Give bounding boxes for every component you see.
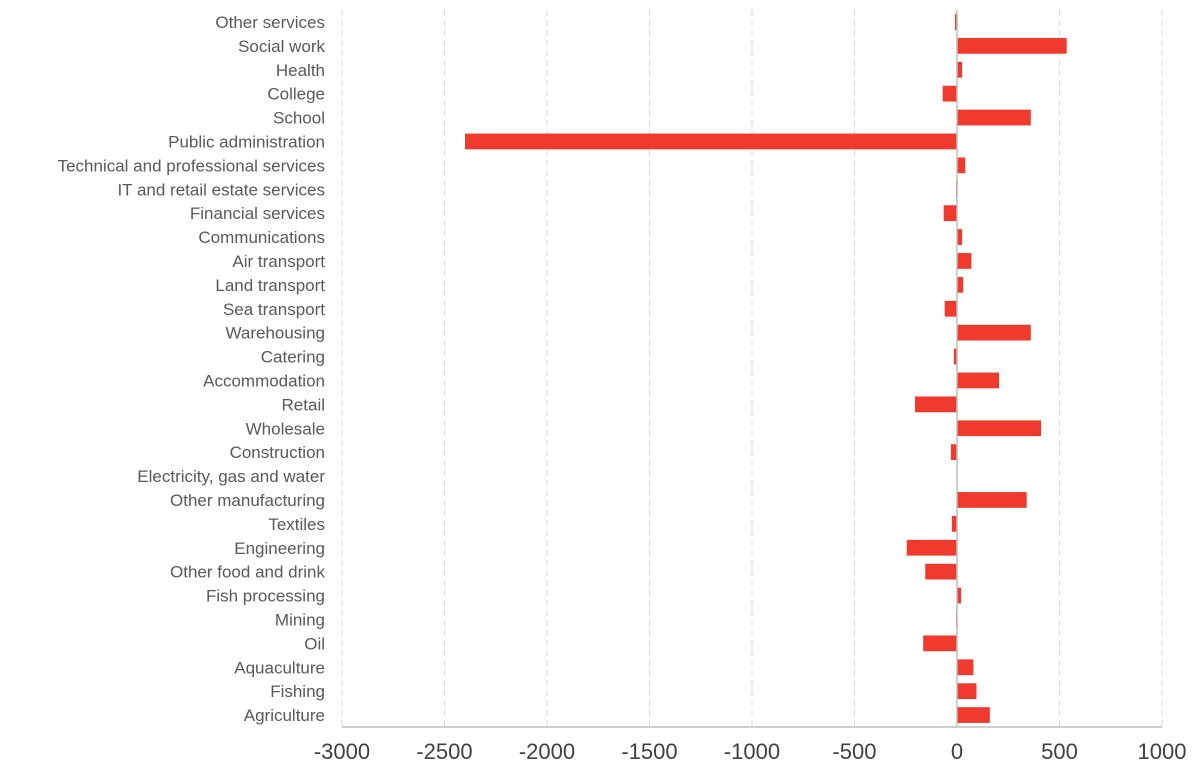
category-label: Oil (304, 634, 325, 653)
bar (944, 300, 957, 317)
category-label: Sea transport (223, 300, 325, 319)
category-label: Warehousing (225, 324, 325, 343)
category-labels: Other services Social work Health College Sc… (58, 13, 326, 725)
category-label: College (267, 85, 325, 104)
bars (465, 14, 1067, 723)
category-label: Land transport (215, 276, 325, 295)
category-label: Communications (198, 228, 325, 247)
bar (957, 492, 1027, 508)
x-tick-label: -500 (832, 739, 876, 764)
bar (957, 420, 1042, 437)
bar (957, 659, 974, 676)
bar (943, 205, 957, 222)
bar (957, 707, 990, 723)
bar (923, 635, 957, 652)
category-label: Fishing (270, 682, 325, 701)
bar (953, 348, 957, 365)
x-tick-label: 1000 (1138, 739, 1187, 764)
category-label: Technical and professional services (58, 156, 325, 175)
bar (957, 37, 1067, 54)
x-tick-label: -3000 (314, 739, 370, 764)
bar (957, 372, 1000, 389)
bar (957, 157, 966, 174)
bar (954, 14, 957, 30)
category-label: Social work (238, 37, 325, 56)
category-label: Retail (282, 395, 325, 414)
category-label: Air transport (232, 252, 325, 271)
category-label: Electricity, gas and water (137, 467, 325, 486)
bar (957, 683, 977, 700)
category-label: Engineering (234, 539, 325, 558)
category-label: Aquaculture (234, 658, 325, 677)
category-label: School (273, 109, 325, 128)
category-label: Financial services (190, 204, 325, 223)
category-label: Health (276, 61, 325, 80)
gridlines (341, 10, 1163, 727)
x-tick-label: 500 (1041, 739, 1078, 764)
category-label: Textiles (268, 515, 325, 534)
category-label: Other food and drink (170, 563, 325, 582)
category-label: Accommodation (203, 371, 325, 390)
category-label: Wholesale (246, 419, 325, 438)
bar (957, 229, 963, 245)
bar (957, 61, 963, 78)
bar (465, 133, 957, 150)
bar (914, 396, 957, 413)
bar (906, 539, 957, 556)
bar (950, 444, 957, 461)
bar (957, 253, 972, 269)
bar (925, 563, 957, 580)
category-label: Other manufacturing (170, 491, 325, 510)
x-tick-label: -1500 (621, 739, 677, 764)
x-tick-labels: -3000 -2500 -2000 -1500 -1000 -500 0 500 1000 (314, 739, 1187, 764)
x-tick-label: -2000 (519, 739, 575, 764)
bar (957, 276, 964, 293)
category-label: Other services (215, 13, 325, 32)
category-label: Public administration (168, 132, 325, 151)
category-label: Fish processing (206, 587, 325, 606)
bar (957, 587, 962, 604)
x-tick-label: -1000 (724, 739, 780, 764)
category-label: Catering (261, 348, 325, 367)
x-tick-label: -2500 (416, 739, 472, 764)
bar (957, 324, 1031, 341)
category-label: Mining (275, 610, 325, 629)
bar (951, 515, 957, 532)
bar (942, 85, 957, 102)
bar (957, 109, 1031, 126)
category-label: IT and retail estate services (117, 180, 325, 199)
category-label: Construction (230, 443, 325, 462)
category-label: Agriculture (244, 706, 325, 725)
x-tick-label: 0 (951, 739, 963, 764)
